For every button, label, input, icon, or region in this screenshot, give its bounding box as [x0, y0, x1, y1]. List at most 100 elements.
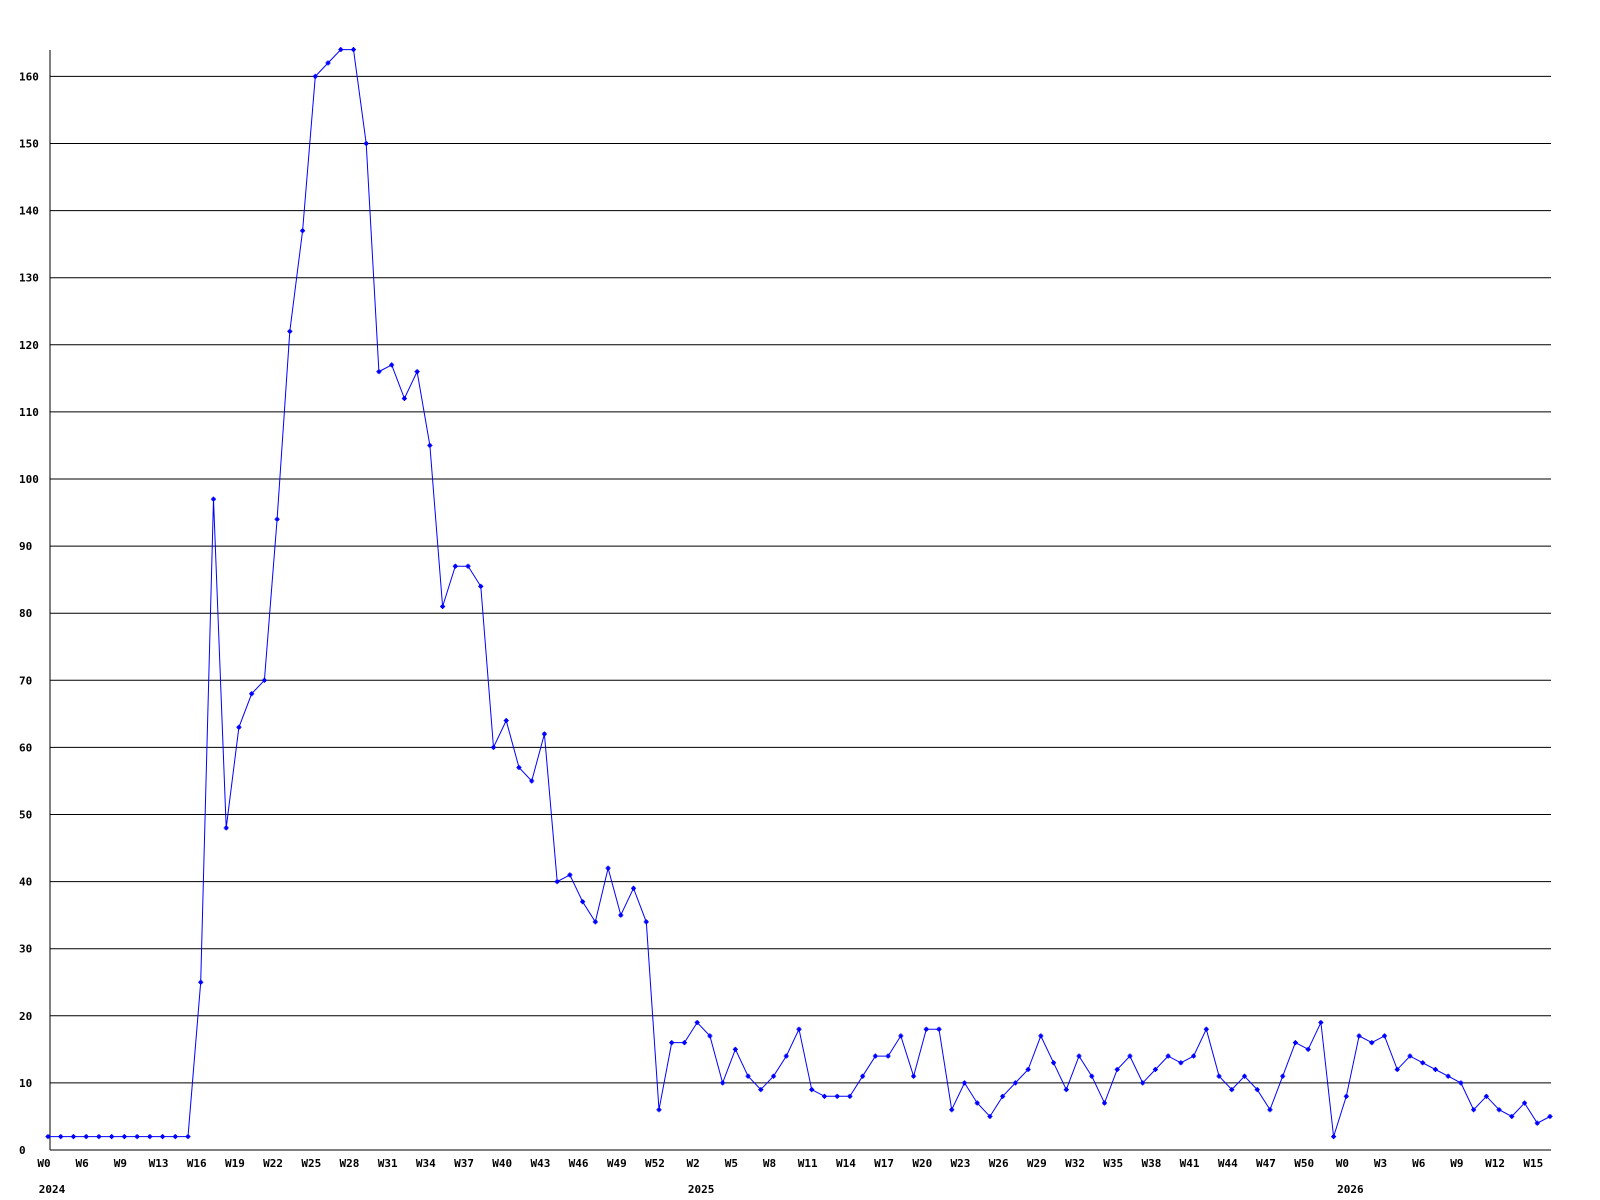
y-tick-label: 80	[19, 607, 32, 620]
data-point	[1522, 1100, 1528, 1106]
data-point	[478, 583, 484, 589]
data-point	[287, 328, 293, 334]
x-axis-tick-labels: W0 W6 W9 W13 W16 W19 W22 W25 W28 W31 W34 W37 W40 W43 W…	[37, 1157, 1543, 1170]
data-point	[592, 919, 598, 925]
data-point	[1076, 1053, 1082, 1059]
data-point	[503, 718, 509, 724]
x-tick-label: W31	[378, 1157, 398, 1170]
data-point	[58, 1134, 64, 1140]
x-tick-label: W17	[874, 1157, 894, 1170]
x-tick-label: W11	[798, 1157, 818, 1170]
x-tick-label: W19	[225, 1157, 245, 1170]
data-point	[83, 1134, 89, 1140]
y-axis-tick-labels: 0 10 20 30 40 50 60 70 80 90 100 110 120 130 140 150 160	[19, 70, 39, 1157]
data-point	[554, 879, 560, 885]
x-tick-label: W20	[912, 1157, 932, 1170]
data-point	[147, 1134, 153, 1140]
data-point	[656, 1107, 662, 1113]
data-point	[491, 744, 497, 750]
data-point	[885, 1053, 891, 1059]
x-tick-label: W41	[1180, 1157, 1200, 1170]
y-tick-label: 140	[19, 205, 39, 218]
data-point	[70, 1134, 76, 1140]
data-point	[121, 1134, 127, 1140]
y-tick-label: 40	[19, 876, 32, 889]
data-point	[745, 1073, 751, 1079]
data-point	[1509, 1113, 1515, 1119]
data-point	[172, 1134, 178, 1140]
data-point	[198, 979, 204, 985]
data-point	[974, 1100, 980, 1106]
data-point	[261, 677, 267, 683]
data-point	[300, 228, 306, 234]
data-point	[1254, 1087, 1260, 1093]
data-point	[427, 442, 433, 448]
x-tick-label: W44	[1218, 1157, 1238, 1170]
x-tick-label: W9	[114, 1157, 127, 1170]
x-tick-label: W0	[37, 1157, 50, 1170]
x-tick-label: W3	[1374, 1157, 1387, 1170]
data-point	[1127, 1053, 1133, 1059]
x-tick-label: W6	[76, 1157, 90, 1170]
data-point	[1547, 1113, 1553, 1119]
data-point	[872, 1053, 878, 1059]
data-point	[580, 899, 586, 905]
x-tick-label: W6	[1412, 1157, 1426, 1170]
data-point	[1420, 1060, 1426, 1066]
data-point	[134, 1134, 140, 1140]
data-point	[1000, 1093, 1006, 1099]
x-tick-label: W28	[340, 1157, 360, 1170]
x-tick-label: W9	[1450, 1157, 1463, 1170]
data-point	[363, 141, 369, 146]
y-tick-label: 150	[19, 138, 39, 151]
x-tick-label: W38	[1141, 1157, 1161, 1170]
data-point	[809, 1087, 815, 1093]
data-point	[96, 1134, 102, 1140]
x-year-label: 2026	[1337, 1183, 1364, 1196]
data-point	[643, 919, 649, 925]
data-point	[1458, 1080, 1464, 1086]
y-tick-label: 70	[19, 674, 32, 687]
data-point	[758, 1087, 764, 1093]
gridlines	[50, 75, 1551, 1084]
x-tick-label: W40	[492, 1157, 512, 1170]
data-point	[1369, 1040, 1375, 1046]
data-point	[707, 1033, 713, 1039]
data-point	[783, 1053, 789, 1059]
data-point	[987, 1113, 993, 1119]
data-point	[669, 1040, 675, 1046]
x-tick-label: W32	[1065, 1157, 1085, 1170]
data-point	[223, 825, 229, 831]
data-point	[160, 1134, 166, 1140]
data-point	[1051, 1060, 1057, 1066]
data-point	[325, 60, 331, 66]
y-tick-label: 20	[19, 1010, 32, 1023]
x-tick-label: W35	[1103, 1157, 1123, 1170]
data-point	[414, 369, 420, 375]
data-point	[1242, 1073, 1248, 1079]
y-tick-label: 110	[19, 406, 39, 419]
x-tick-label: W14	[836, 1157, 856, 1170]
data-point	[45, 1134, 51, 1140]
data-point	[618, 912, 624, 918]
data-point	[1101, 1100, 1107, 1106]
x-tick-label: W52	[645, 1157, 665, 1170]
data-point	[936, 1026, 942, 1032]
data-point	[1203, 1026, 1209, 1032]
y-tick-label: 50	[19, 809, 32, 822]
data-point	[1394, 1066, 1400, 1072]
series-line	[48, 49, 1551, 1138]
x-axis-year-labels: 2024 2025 2026	[39, 1183, 1364, 1196]
x-tick-label: W26	[989, 1157, 1009, 1170]
data-point	[109, 1134, 115, 1140]
x-tick-label: W15	[1523, 1157, 1543, 1170]
y-tick-label: 120	[19, 339, 39, 352]
x-tick-label: W46	[569, 1157, 589, 1170]
data-point	[465, 563, 471, 569]
x-tick-label: W22	[263, 1157, 283, 1170]
data-point	[1152, 1066, 1158, 1072]
data-point	[771, 1073, 777, 1079]
data-point	[1331, 1134, 1337, 1140]
data-point	[338, 47, 344, 53]
x-tick-label: W50	[1294, 1157, 1314, 1170]
